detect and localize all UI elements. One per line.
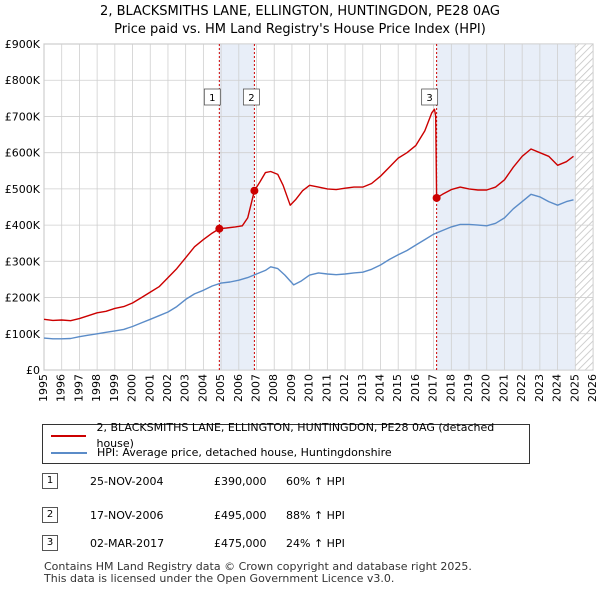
legend-label-property: 2, BLACKSMITHS LANE, ELLINGTON, HUNTINGD… bbox=[96, 421, 495, 450]
x-tick-label: 2024 bbox=[551, 374, 564, 402]
sale-hpi-change: 88% ↑ HPI bbox=[286, 509, 345, 522]
x-tick-label: 1996 bbox=[55, 374, 68, 402]
x-tick-label: 2009 bbox=[285, 374, 298, 402]
sale-number-badge: 3 bbox=[42, 535, 58, 551]
x-tick-label: 2007 bbox=[250, 374, 263, 402]
forecast-hatch bbox=[575, 44, 593, 370]
legend-entry-property: 2, BLACKSMITHS LANE, ELLINGTON, HUNTINGD… bbox=[51, 421, 529, 450]
x-tick-label: 1999 bbox=[108, 374, 121, 402]
chart-subtitle: Price paid vs. HM Land Registry's House … bbox=[114, 22, 486, 37]
sale-row: 1 25-NOV-2004 £390,000 60% ↑ HPI bbox=[42, 473, 482, 491]
y-tick-label: £800K bbox=[5, 74, 41, 87]
x-tick-label: 2017 bbox=[427, 374, 440, 402]
y-tick-label: £900K bbox=[5, 38, 41, 51]
price-chart: 1 2 3 £0 £100K £200K £300K £400K £500K £600K £700… bbox=[5, 38, 599, 402]
x-tick-label: 2013 bbox=[356, 374, 369, 402]
y-tick-label: £400K bbox=[5, 219, 41, 232]
sale-label-box bbox=[421, 88, 439, 106]
x-tick-label: 2010 bbox=[303, 374, 316, 402]
footer-licence: This data is licensed under the Open Gov… bbox=[44, 572, 395, 585]
x-tick-label: 2001 bbox=[143, 374, 156, 402]
x-tick-label: 2019 bbox=[462, 374, 475, 402]
y-tick-label: £300K bbox=[5, 255, 41, 268]
property-price-line bbox=[43, 108, 574, 322]
sale-row: 2 17-NOV-2006 £495,000 88% ↑ HPI bbox=[42, 507, 482, 525]
sale-row: 3 02-MAR-2017 £475,000 24% ↑ HPI bbox=[42, 535, 482, 553]
sale-label-text: 2 bbox=[248, 93, 254, 104]
x-tick-label: 2023 bbox=[533, 374, 546, 402]
x-tick-label: 2018 bbox=[444, 374, 457, 402]
sale-label-box bbox=[203, 88, 221, 106]
x-tick-label: 2022 bbox=[515, 374, 528, 402]
y-tick-label: £0 bbox=[26, 364, 40, 377]
x-tick-label: 2016 bbox=[409, 374, 422, 402]
x-tick-label: 2008 bbox=[267, 374, 280, 402]
sale-price: £495,000 bbox=[214, 509, 267, 522]
legend-swatch-property bbox=[51, 435, 87, 437]
sale-date: 25-NOV-2004 bbox=[90, 475, 164, 488]
sale-price: £390,000 bbox=[214, 475, 267, 488]
sale-hpi-change: 24% ↑ HPI bbox=[286, 537, 345, 550]
sale-point-marker bbox=[432, 193, 441, 202]
x-tick-label: 2000 bbox=[126, 374, 139, 402]
legend-entry-hpi: HPI: Average price, detached house, Hunt… bbox=[51, 445, 392, 461]
chart-legend: 2, BLACKSMITHS LANE, ELLINGTON, HUNTINGD… bbox=[42, 421, 530, 464]
x-tick-label: 2003 bbox=[179, 374, 192, 402]
x-tick-label: 2014 bbox=[373, 374, 386, 402]
sale-point-marker bbox=[250, 186, 259, 195]
chart-title: 2, BLACKSMITHS LANE, ELLINGTON, HUNTINGD… bbox=[100, 4, 500, 19]
x-tick-label: 2012 bbox=[338, 374, 351, 402]
x-tick-label: 2005 bbox=[214, 374, 227, 402]
sale-label-box bbox=[242, 88, 260, 106]
y-tick-label: £700K bbox=[5, 110, 41, 123]
sale-hpi-change: 60% ↑ HPI bbox=[286, 475, 345, 488]
x-tick-label: 1995 bbox=[37, 374, 50, 402]
x-tick-label: 1997 bbox=[72, 374, 85, 402]
sale-label-text: 3 bbox=[426, 93, 432, 104]
legend-label-hpi: HPI: Average price, detached house, Hunt… bbox=[97, 446, 392, 459]
x-tick-label: 2002 bbox=[161, 374, 174, 402]
sale-price: £475,000 bbox=[214, 537, 267, 550]
sale-label-text: 1 bbox=[209, 93, 215, 104]
sale-date: 17-NOV-2006 bbox=[90, 509, 164, 522]
x-tick-label: 2004 bbox=[196, 374, 209, 402]
x-tick-label: 2026 bbox=[586, 374, 599, 402]
x-tick-label: 2011 bbox=[320, 374, 333, 402]
y-tick-label: £200K bbox=[5, 292, 41, 305]
x-tick-label: 1998 bbox=[90, 374, 103, 402]
x-tick-label: 2021 bbox=[497, 374, 510, 402]
x-tick-label: 2025 bbox=[568, 374, 581, 402]
x-tick-label: 2015 bbox=[391, 374, 404, 402]
x-tick-label: 2006 bbox=[232, 374, 245, 402]
footer-copyright: Contains HM Land Registry data © Crown c… bbox=[44, 560, 472, 573]
x-tick-label: 2020 bbox=[480, 374, 493, 402]
footer-notice: Contains HM Land Registry data © Crown c… bbox=[44, 561, 472, 585]
legend-swatch-hpi bbox=[51, 452, 87, 454]
sale-point-marker bbox=[215, 224, 224, 233]
sale-number-badge: 2 bbox=[42, 507, 58, 523]
hpi-line bbox=[43, 193, 574, 340]
y-tick-label: £500K bbox=[5, 183, 41, 196]
sale-number-badge: 1 bbox=[42, 473, 58, 489]
y-tick-label: £100K bbox=[5, 328, 41, 341]
y-tick-label: £600K bbox=[5, 147, 41, 160]
sale-date: 02-MAR-2017 bbox=[90, 537, 165, 550]
